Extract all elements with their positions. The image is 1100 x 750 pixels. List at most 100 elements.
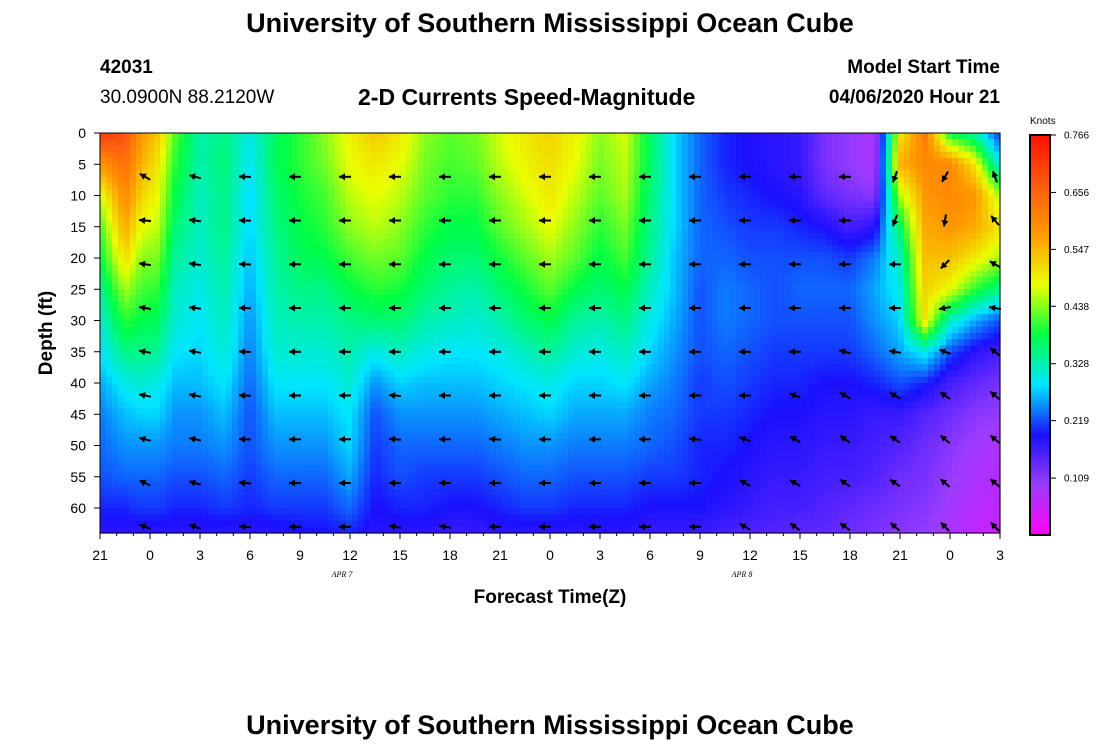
- heatmap-cell: [406, 301, 413, 309]
- heatmap-cell: [538, 320, 545, 328]
- heatmap-cell: [418, 258, 425, 265]
- heatmap-cell: [394, 451, 401, 459]
- heatmap-cell: [352, 320, 359, 328]
- heatmap-cell: [160, 251, 167, 259]
- heatmap-cell: [328, 283, 335, 290]
- heatmap-cell: [274, 239, 281, 247]
- heatmap-cell: [244, 383, 251, 390]
- heatmap-cell: [340, 495, 347, 503]
- heatmap-cell: [340, 139, 347, 147]
- heatmap-cell: [478, 358, 485, 365]
- heatmap-cell: [124, 133, 131, 140]
- heatmap-cell: [382, 295, 389, 303]
- heatmap-cell: [526, 501, 533, 509]
- heatmap-cell: [442, 508, 449, 515]
- heatmap-cell: [328, 251, 335, 259]
- heatmap-cell: [226, 145, 233, 153]
- heatmap-cell: [430, 220, 437, 228]
- heatmap-cell: [100, 239, 107, 247]
- heatmap-cell: [250, 445, 257, 453]
- heatmap-cell: [388, 301, 395, 309]
- heatmap-cell: [430, 458, 437, 465]
- heatmap-cell: [478, 295, 485, 303]
- heatmap-cell: [502, 220, 509, 228]
- heatmap-cell: [478, 183, 485, 190]
- heatmap-cell: [310, 326, 317, 334]
- heatmap-cell: [124, 501, 131, 509]
- heatmap-cell: [226, 439, 233, 447]
- heatmap-cell: [196, 383, 203, 390]
- heatmap-cell: [130, 239, 137, 247]
- heatmap-cell: [166, 464, 173, 472]
- heatmap-cell: [244, 333, 251, 340]
- heatmap-cell: [292, 264, 299, 272]
- heatmap-cell: [526, 326, 533, 334]
- heatmap-cell: [226, 364, 233, 372]
- heatmap-cell: [550, 408, 557, 415]
- heatmap-cell: [178, 164, 185, 172]
- heatmap-cell: [184, 476, 191, 484]
- heatmap-cell: [304, 520, 311, 528]
- heatmap-cell: [322, 295, 329, 303]
- heatmap-cell: [436, 295, 443, 303]
- heatmap-cell: [556, 139, 563, 147]
- heatmap-cell: [340, 414, 347, 422]
- heatmap-cell: [466, 351, 473, 359]
- heatmap-cell: [316, 408, 323, 415]
- heatmap-cell: [328, 520, 335, 528]
- heatmap-cell: [352, 495, 359, 503]
- heatmap-cell: [442, 401, 449, 409]
- heatmap-cell: [124, 145, 131, 153]
- heatmap-cell: [310, 239, 317, 247]
- heatmap-cell: [106, 145, 113, 153]
- heatmap-cell: [388, 295, 395, 303]
- heatmap-cell: [358, 508, 365, 515]
- heatmap-cell: [532, 170, 539, 178]
- heatmap-cell: [382, 345, 389, 353]
- heatmap-cell: [160, 520, 167, 528]
- heatmap-cell: [520, 270, 527, 278]
- heatmap-cell: [556, 151, 563, 159]
- heatmap-cell: [214, 264, 221, 272]
- heatmap-cell: [112, 339, 119, 347]
- heatmap-cell: [508, 276, 515, 284]
- heatmap-cell: [544, 164, 551, 172]
- heatmap-cell: [562, 339, 569, 347]
- heatmap-cell: [208, 445, 215, 453]
- heatmap-cell: [382, 489, 389, 497]
- heatmap-cell: [526, 176, 533, 184]
- heatmap-cell: [556, 308, 563, 315]
- heatmap-cell: [436, 451, 443, 459]
- heatmap-cell: [220, 426, 227, 434]
- heatmap-cell: [382, 414, 389, 422]
- heatmap-cell: [436, 239, 443, 247]
- heatmap-cell: [520, 151, 527, 159]
- heatmap-cell: [508, 189, 515, 197]
- heatmap-cell: [208, 364, 215, 372]
- heatmap-cell: [106, 470, 113, 478]
- heatmap-cell: [232, 251, 239, 259]
- heatmap-cell: [310, 189, 317, 197]
- heatmap-cell: [202, 501, 209, 509]
- heatmap-cell: [466, 208, 473, 215]
- heatmap-cell: [178, 301, 185, 309]
- heatmap-cell: [352, 464, 359, 472]
- heatmap-cell: [388, 370, 395, 378]
- heatmap-cell: [454, 483, 461, 490]
- heatmap-cell: [238, 258, 245, 265]
- heatmap-cell: [478, 501, 485, 509]
- heatmap-cell: [280, 158, 287, 165]
- heatmap-cell: [202, 214, 209, 222]
- heatmap-cell: [244, 301, 251, 309]
- heatmap-cell: [190, 520, 197, 528]
- heatmap-cell: [124, 364, 131, 372]
- heatmap-cell: [544, 251, 551, 259]
- heatmap-cell: [112, 226, 119, 234]
- heatmap-cell: [484, 426, 491, 434]
- heatmap-cell: [310, 151, 317, 159]
- heatmap-cell: [358, 339, 365, 347]
- heatmap-cell: [508, 439, 515, 447]
- heatmap-cell: [562, 401, 569, 409]
- heatmap-cell: [352, 189, 359, 197]
- heatmap-cell: [184, 258, 191, 265]
